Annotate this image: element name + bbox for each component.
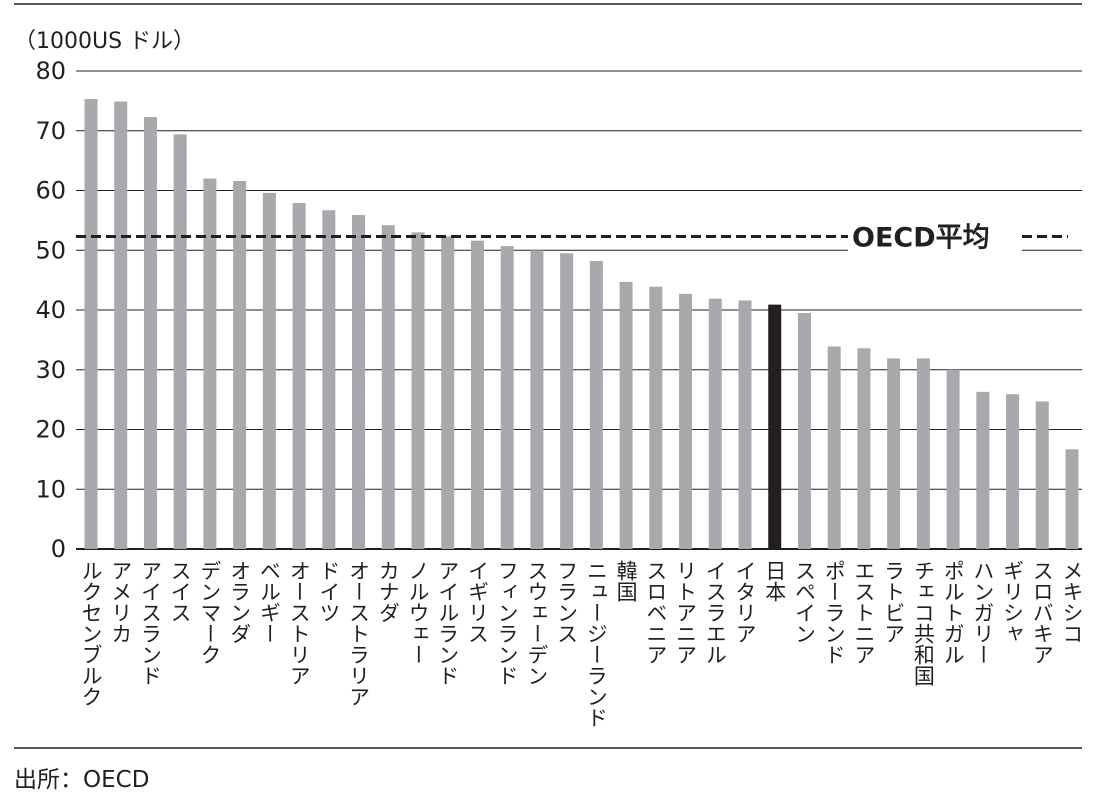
x-tick-label: リトアニア bbox=[674, 560, 698, 665]
y-tick-label: 10 bbox=[35, 475, 66, 503]
x-tick-label: ラトビア bbox=[882, 560, 906, 644]
x-tick-label: デンマーク bbox=[198, 560, 222, 665]
bar-21 bbox=[708, 298, 722, 549]
x-tick-label: イタリア bbox=[733, 560, 757, 644]
y-tick-label: 60 bbox=[35, 177, 66, 205]
y-tick-label: 50 bbox=[35, 236, 66, 264]
x-tick-label: カナダ bbox=[376, 560, 400, 623]
x-tick-label: イギリス bbox=[465, 560, 489, 644]
x-tick-label: チェコ共和国 bbox=[911, 560, 935, 686]
x-tick-label: ハンガリー bbox=[971, 560, 995, 665]
bar-2 bbox=[143, 117, 157, 549]
bar-9 bbox=[352, 214, 366, 549]
x-tick-label: ポーランド bbox=[822, 560, 846, 665]
y-tick-label: 70 bbox=[35, 117, 66, 145]
bar-0 bbox=[84, 99, 98, 550]
x-tick-label: スウェーデン bbox=[525, 560, 549, 686]
bar-1 bbox=[114, 101, 128, 549]
x-tick-label: メキシコ bbox=[1060, 560, 1084, 644]
x-tick-label: エストニア bbox=[852, 560, 876, 665]
bar-28 bbox=[916, 358, 930, 549]
x-tick-label: アイスランド bbox=[138, 560, 162, 686]
x-tick-label: 日本 bbox=[763, 560, 787, 602]
bar-29 bbox=[946, 369, 960, 549]
bar-25 bbox=[827, 346, 841, 549]
bar-23 bbox=[768, 304, 782, 549]
bar-11 bbox=[411, 232, 425, 549]
bar-7 bbox=[292, 203, 306, 550]
x-tick-label: フィンランド bbox=[495, 560, 519, 686]
bar-33 bbox=[1065, 449, 1079, 549]
y-tick-label: 0 bbox=[51, 535, 66, 563]
bar-13 bbox=[470, 240, 484, 549]
bar-22 bbox=[738, 300, 752, 549]
bar-4 bbox=[203, 178, 217, 550]
y-axis-unit-label: （1000US ドル） bbox=[14, 29, 195, 54]
x-tick-label: アイルランド bbox=[436, 560, 460, 686]
x-tick-label: ルクセンブルク bbox=[79, 560, 103, 707]
x-tick-label: オーストラリア bbox=[347, 560, 371, 707]
reference-label-background bbox=[848, 218, 1022, 253]
x-tick-label: フランス bbox=[555, 560, 579, 644]
bar-31 bbox=[1006, 394, 1020, 549]
bar-17 bbox=[589, 261, 603, 549]
x-tick-label: スペイン bbox=[792, 560, 816, 644]
bar-14 bbox=[500, 246, 514, 549]
bar-8 bbox=[322, 210, 336, 549]
bar-18 bbox=[619, 281, 633, 549]
y-tick-label: 30 bbox=[35, 356, 66, 384]
x-tick-label: ニュージーランド bbox=[584, 560, 608, 728]
bar-10 bbox=[381, 225, 395, 549]
bar-24 bbox=[797, 312, 811, 549]
wage-bar-chart: （1000US ドル） 0 10 20 30 40 50 60 70 80 OECD平均 ルクセ… bbox=[14, 3, 1084, 749]
x-tick-label: スロベニア bbox=[644, 560, 668, 665]
bar-5 bbox=[233, 180, 247, 549]
x-tick-label: ギリシャ bbox=[1001, 560, 1025, 644]
oecd-average-line: OECD平均 bbox=[76, 218, 1068, 254]
bar-30 bbox=[976, 391, 990, 549]
bars bbox=[84, 99, 1079, 550]
bar-15 bbox=[530, 250, 544, 549]
gridlines bbox=[76, 70, 1082, 550]
x-axis-labels: ルクセンブルク アメリカ アイスランド スイス デンマーク オランダ ベルギー オーストリアド… bbox=[79, 560, 1084, 728]
x-tick-label: スロバキア bbox=[1030, 560, 1054, 665]
x-tick-label: ノルウェー bbox=[406, 560, 430, 665]
reference-line-label: OECD平均 bbox=[852, 223, 990, 254]
y-tick-label: 80 bbox=[35, 57, 66, 85]
bar-16 bbox=[560, 253, 574, 550]
bar-32 bbox=[1035, 401, 1049, 549]
bar-20 bbox=[679, 293, 693, 549]
x-tick-label: ポルトガル bbox=[941, 560, 965, 665]
bar-26 bbox=[857, 348, 871, 549]
source-note: 出所：OECD bbox=[14, 767, 150, 793]
bar-6 bbox=[262, 192, 276, 549]
y-tick-label: 40 bbox=[35, 296, 66, 324]
x-tick-label: ベルギー bbox=[257, 560, 281, 644]
bar-3 bbox=[173, 134, 187, 549]
x-tick-label: アメリカ bbox=[109, 560, 133, 644]
x-tick-label: オーストリア bbox=[287, 560, 311, 686]
y-axis-ticks: 0 10 20 30 40 50 60 70 80 bbox=[35, 57, 66, 563]
x-tick-label: ドイツ bbox=[317, 560, 341, 623]
y-tick-label: 20 bbox=[35, 416, 66, 444]
bar-12 bbox=[441, 236, 455, 549]
bar-27 bbox=[887, 358, 901, 549]
x-tick-label: オランダ bbox=[228, 560, 252, 644]
x-tick-label: イスラエル bbox=[703, 560, 727, 665]
x-tick-label: スイス bbox=[168, 560, 192, 623]
bar-19 bbox=[649, 286, 663, 549]
x-tick-label: 韓国 bbox=[614, 560, 638, 602]
